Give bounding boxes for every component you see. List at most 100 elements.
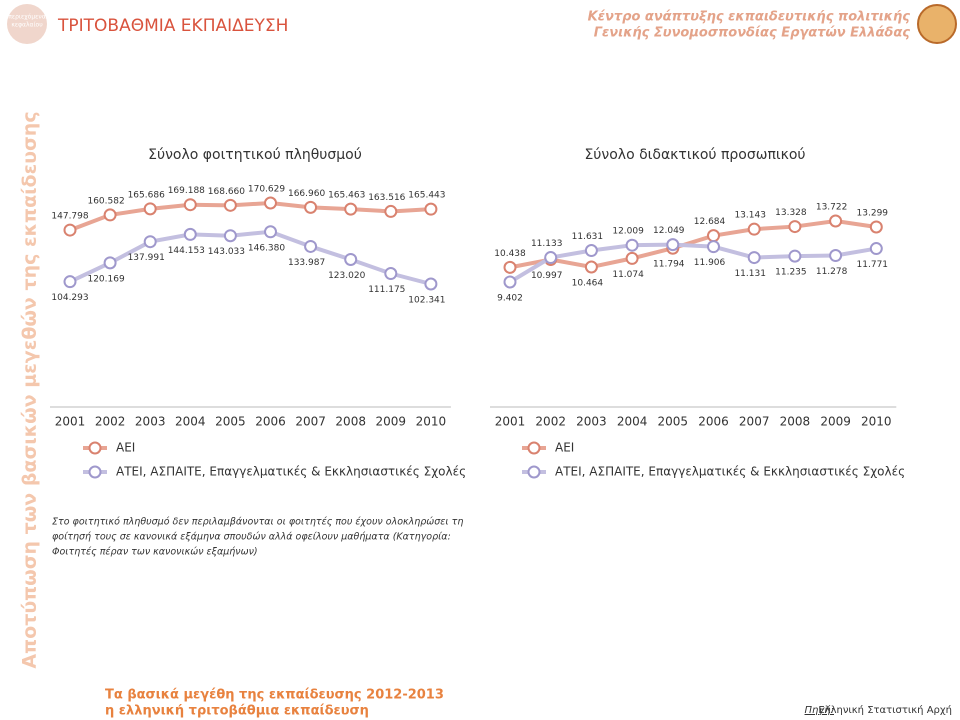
x-tick-label: 2009 — [376, 415, 407, 429]
legend-label: ΑΕΙ — [555, 441, 574, 455]
x-tick-label: 2005 — [215, 415, 246, 429]
data-label: 12.684 — [694, 217, 726, 227]
organization: Γενικής Συνομοσπονδίας Εργατών Ελλάδας — [594, 26, 911, 41]
data-label: 104.293 — [51, 293, 88, 303]
source-label: Πηγή: — [805, 704, 834, 716]
data-label: 11.631 — [572, 232, 604, 242]
data-label: 169.188 — [168, 186, 205, 196]
point — [707, 229, 720, 243]
point — [788, 220, 802, 234]
point — [544, 251, 558, 265]
x-tick-label: 2006 — [698, 415, 729, 429]
data-label: 168.660 — [208, 187, 245, 197]
data-label: 12.009 — [612, 227, 644, 237]
data-label: 133.987 — [288, 258, 325, 268]
x-tick-label: 2006 — [255, 415, 286, 429]
data-label: 102.341 — [408, 296, 445, 306]
point — [384, 267, 398, 281]
data-label: 11.794 — [653, 260, 685, 270]
legend-marker — [527, 441, 541, 455]
x-tick-label: 2001 — [55, 415, 86, 429]
source: Ελληνική Στατιστική Αρχή — [818, 704, 952, 716]
x-tick-label: 2008 — [780, 415, 811, 429]
data-label: 165.463 — [328, 191, 365, 201]
point — [424, 277, 438, 291]
x-tick-label: 2010 — [861, 415, 892, 429]
x-tick-label: 2009 — [820, 415, 851, 429]
point — [869, 242, 883, 256]
point — [183, 227, 197, 241]
back-button-text[interactable]: κεφαλαίου — [11, 22, 43, 29]
data-label: 144.153 — [168, 246, 205, 256]
legend-marker — [527, 465, 541, 479]
point — [63, 223, 77, 237]
data-label: 165.443 — [408, 191, 445, 201]
point — [103, 256, 117, 270]
data-label: 10.438 — [494, 249, 526, 259]
x-tick-label: 2008 — [335, 415, 366, 429]
point — [503, 260, 517, 274]
x-tick-label: 2002 — [535, 415, 566, 429]
point — [869, 220, 883, 234]
point — [788, 249, 802, 263]
x-tick-label: 2002 — [95, 415, 126, 429]
data-label: 11.133 — [531, 239, 563, 249]
data-label: 120.169 — [87, 274, 124, 284]
data-label: 11.278 — [816, 267, 848, 277]
point — [344, 202, 358, 216]
point — [384, 204, 398, 218]
note: Στο φοιτητικό πληθυσμό δεν περιλαμβάνοντ… — [52, 517, 463, 528]
data-label: 111.175 — [368, 285, 405, 295]
note: Φοιτητές πέραν των κανονικών εξαμήνων) — [52, 547, 258, 558]
point — [344, 252, 358, 266]
data-label: 13.299 — [857, 208, 889, 218]
point — [223, 229, 237, 243]
organization: Κέντρο ανάπτυξης εκπαιδευτικής πολιτικής — [588, 10, 911, 25]
logo — [917, 4, 957, 44]
data-label: 146.380 — [248, 243, 285, 253]
chart-title: Σύνολο διδακτικού προσωπικού — [584, 147, 805, 163]
data-label: 13.722 — [816, 203, 848, 213]
x-tick-label: 2003 — [576, 415, 607, 429]
x-tick-label: 2007 — [295, 415, 326, 429]
x-tick-label: 2001 — [495, 415, 526, 429]
series-line — [508, 242, 877, 284]
data-label: 10.464 — [572, 279, 604, 289]
data-label: 147.798 — [51, 212, 88, 222]
point — [223, 198, 237, 212]
series-line — [509, 218, 877, 270]
point — [304, 239, 318, 253]
point — [264, 196, 277, 210]
legend-marker — [88, 441, 102, 455]
x-tick-label: 2005 — [658, 415, 689, 429]
data-label: 123.020 — [328, 271, 365, 281]
point — [829, 249, 843, 263]
point — [143, 202, 157, 216]
data-label: 163.516 — [368, 193, 405, 203]
back-button[interactable] — [7, 4, 47, 44]
series-line — [69, 200, 432, 232]
note: φοίτησή τους σε κανονικά εξάμηνα σπουδών… — [52, 532, 451, 543]
data-label: 10.997 — [531, 271, 563, 281]
data-label: 143.033 — [208, 247, 245, 257]
point — [424, 202, 438, 216]
point — [584, 244, 598, 258]
legend-label: ΑΤΕΙ, ΑΣΠΑΙΤΕ, Επαγγελματικές & Εκκλησια… — [116, 465, 466, 479]
point — [707, 240, 720, 254]
data-label: 165.686 — [128, 190, 165, 200]
x-tick-label: 2010 — [416, 415, 447, 429]
footer-title: Τα βασικά μεγέθη της εκπαίδευσης 2012-20… — [105, 688, 444, 703]
data-label: 11.131 — [734, 269, 766, 279]
back-button-text[interactable]: περιεχόμενα — [8, 14, 45, 21]
point — [625, 251, 639, 265]
point — [747, 222, 761, 236]
sidebar-title: Αποτύπωση των βασικών μεγεθών της εκπαίδ… — [19, 111, 41, 668]
data-label: 11.235 — [775, 268, 807, 278]
data-label: 11.771 — [857, 260, 889, 270]
x-tick-label: 2004 — [175, 415, 206, 429]
legend-label: ΑΤΕΙ, ΑΣΠΑΙΤΕ, Επαγγελματικές & Εκκλησια… — [555, 465, 905, 479]
point — [183, 198, 197, 212]
data-label: 160.582 — [87, 196, 124, 206]
point — [143, 235, 157, 249]
